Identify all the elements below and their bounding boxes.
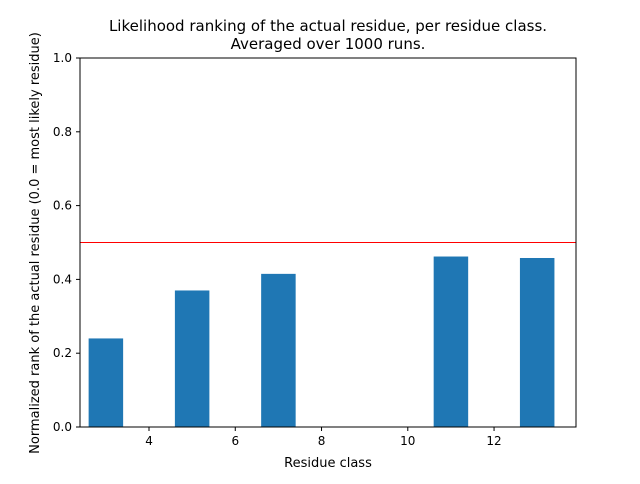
y-tick-label: 0.2 <box>53 346 72 360</box>
y-tick-label: 1.0 <box>53 51 72 65</box>
bar <box>88 338 124 427</box>
x-tick-label: 8 <box>318 434 326 448</box>
axes-frame <box>79 57 577 428</box>
bar <box>433 256 469 427</box>
bar <box>519 257 555 427</box>
x-axis-label: Residue class <box>284 456 372 471</box>
bar <box>261 273 296 427</box>
chart-title-line-2: Averaged over 1000 runs. <box>231 35 426 53</box>
x-tick-label: 12 <box>486 434 501 448</box>
y-tick-label: 0.4 <box>53 272 72 286</box>
y-tick-label: 0.0 <box>53 420 72 434</box>
x-tick-label: 10 <box>400 434 415 448</box>
y-axis-label: Normalized rank of the actual residue (0… <box>28 32 43 454</box>
y-tick-label: 0.8 <box>53 125 72 139</box>
chart-title-line-1: Likelihood ranking of the actual residue… <box>109 17 547 35</box>
x-tick-label: 6 <box>231 434 239 448</box>
bar <box>174 290 210 427</box>
plot-area: 4 6 8 10 12 0.0 0.2 0.4 0.6 0.8 1.0 <box>53 51 577 448</box>
y-tick-label: 0.6 <box>53 199 72 213</box>
x-tick-label: 4 <box>145 434 153 448</box>
